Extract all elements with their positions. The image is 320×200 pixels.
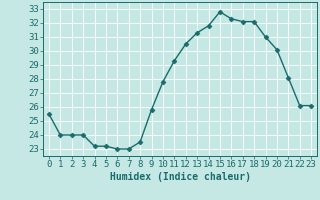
- X-axis label: Humidex (Indice chaleur): Humidex (Indice chaleur): [109, 172, 251, 182]
